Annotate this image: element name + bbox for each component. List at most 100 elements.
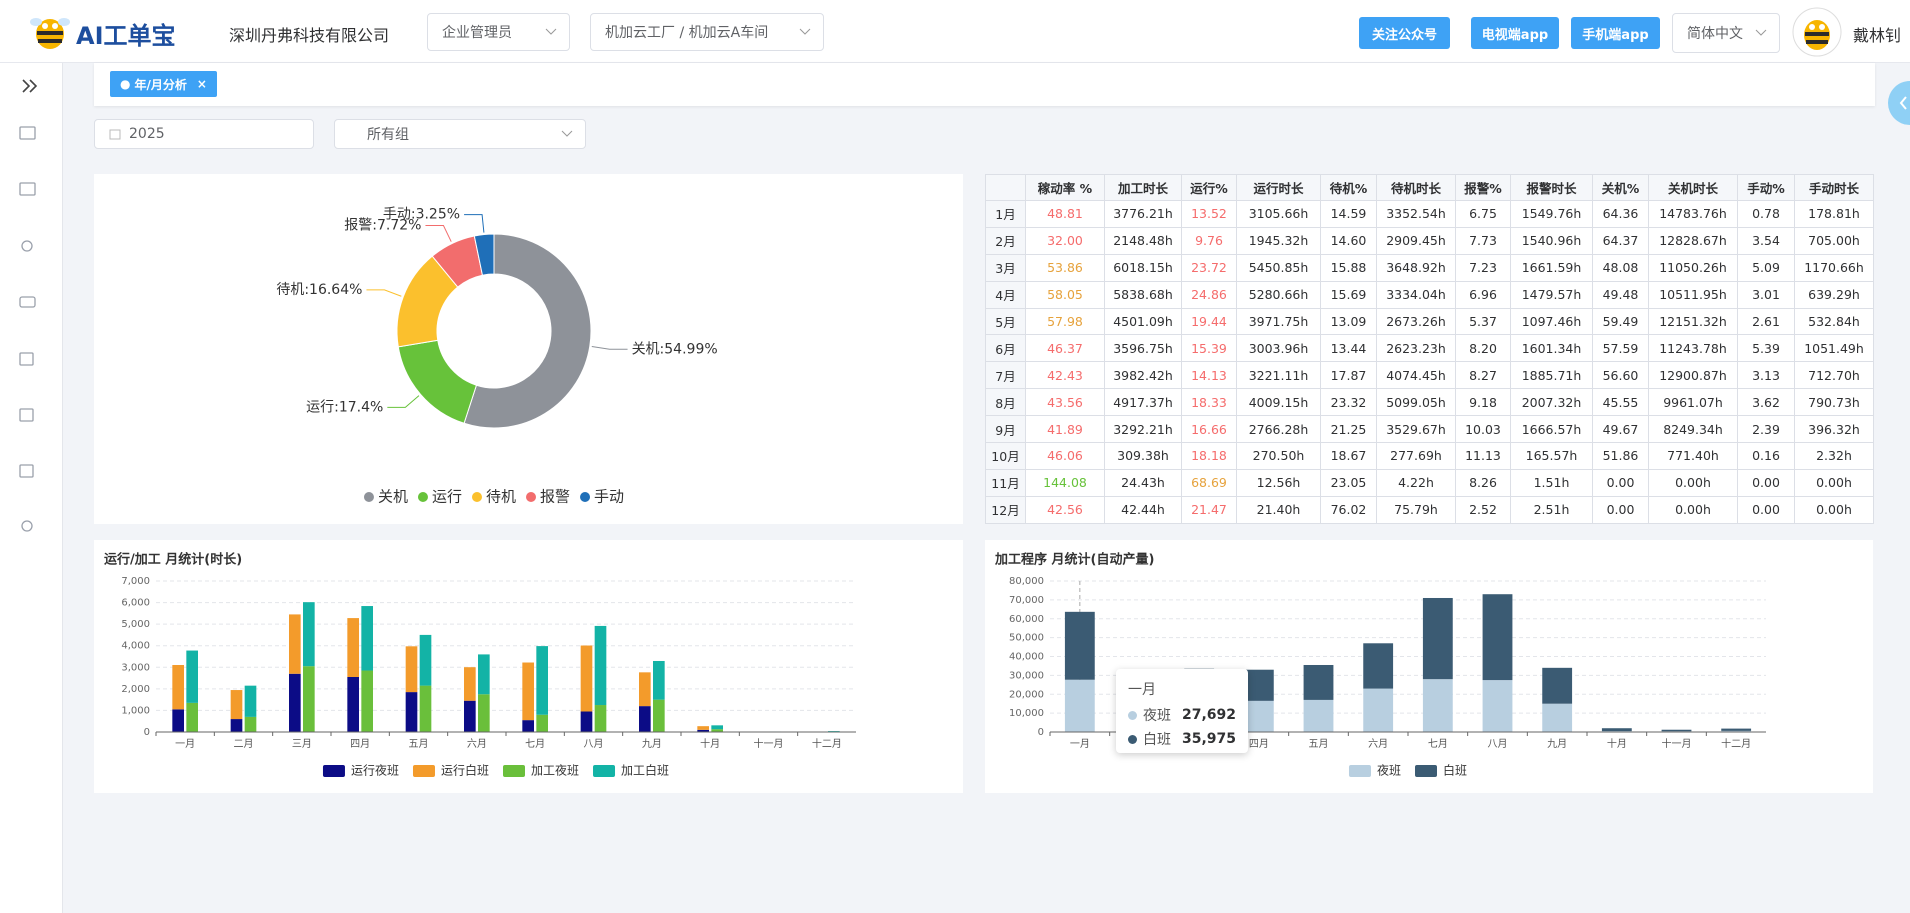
table-cell: 23.05: [1320, 468, 1377, 497]
row-header: 8月: [985, 388, 1026, 417]
group-select[interactable]: 所有组: [334, 119, 586, 149]
factory-select[interactable]: 机加云工厂 / 机加云A车间: [590, 13, 824, 51]
table-cell: 59.49: [1592, 307, 1649, 336]
table-cell: 790.73h: [1794, 388, 1874, 417]
leader-line: [464, 214, 485, 233]
year-text: 2025: [129, 126, 165, 142]
table-cell: 23.32: [1320, 388, 1377, 417]
table-cell: 178.81h: [1794, 200, 1874, 228]
language-select[interactable]: 简体中文: [1672, 13, 1780, 53]
legend-label: 夜班: [1377, 763, 1401, 778]
menu-icon[interactable]: [19, 464, 34, 478]
table-cell: 18.18: [1181, 442, 1237, 470]
tab[interactable]: ● 年/月分析 ×: [110, 71, 217, 97]
bar-segment: [478, 654, 490, 695]
table-cell: 8.20: [1455, 334, 1511, 363]
bar-segment: [1721, 730, 1752, 732]
menu-icon[interactable]: [19, 296, 36, 308]
table-cell: 4009.15h: [1236, 388, 1321, 417]
y-tick-label: 0: [144, 727, 150, 738]
bar-segment: [347, 618, 359, 677]
table-cell: 2673.26h: [1376, 307, 1456, 336]
row-header: 2月: [985, 226, 1026, 255]
avatar[interactable]: [1792, 7, 1842, 57]
tab-bar: ● 年/月分析 ×: [94, 63, 1875, 106]
expand-icon[interactable]: [22, 79, 38, 93]
follow-button[interactable]: 关注公众号: [1359, 17, 1450, 49]
bar-segment: [580, 711, 593, 732]
x-tick-label: 五月: [1309, 738, 1329, 750]
menu-icon[interactable]: [21, 240, 33, 252]
row-header: 10月: [985, 442, 1026, 470]
table-cell: 12900.87h: [1648, 361, 1738, 390]
bar-segment: [405, 646, 418, 693]
table-row: 9月 41.89 3292.21h 16.66 2766.28h 21.25 3529.67…: [985, 415, 1874, 444]
header: AI工单宝 深圳丹弗科技有限公司 企业管理员 机加云工厂 / 机加云A车间 关注…: [0, 0, 1910, 63]
menu-icon[interactable]: [21, 520, 33, 532]
table-cell: 13.09: [1320, 307, 1377, 336]
table-cell: 0.00: [1592, 468, 1649, 497]
bar-segment: [1064, 679, 1095, 732]
table-cell: 144.08: [1025, 468, 1105, 497]
legend-label: 运行夜班: [351, 763, 399, 778]
bar-segment: [653, 699, 665, 732]
table-cell: 4501.09h: [1104, 307, 1182, 336]
table-cell: 0.00: [1737, 468, 1795, 497]
bar-segment: [639, 706, 651, 732]
table-cell: 3596.75h: [1104, 334, 1182, 363]
table-cell: 5280.66h: [1236, 280, 1321, 309]
table-row: 10月 46.06 309.38h 18.18 270.50h 18.67 277.69h 1…: [985, 442, 1874, 470]
menu-icon[interactable]: [19, 182, 36, 196]
bar-segment: [1482, 594, 1513, 681]
table-cell: 2.61: [1737, 307, 1795, 336]
table-cell: 0.00: [1737, 495, 1795, 524]
table-cell: 1666.57h: [1510, 415, 1593, 444]
chevron: [1755, 29, 1767, 36]
year-picker[interactable]: 2025: [94, 119, 314, 149]
y-tick-label: 7,000: [121, 576, 150, 587]
bar-segment: [172, 709, 184, 732]
tv-app-button[interactable]: 电视端app: [1471, 17, 1559, 49]
table-cell: 2.39: [1737, 415, 1795, 444]
leader-line: [366, 289, 402, 297]
side-toggle[interactable]: [1887, 80, 1910, 126]
row-header: 12月: [985, 495, 1026, 524]
chevron: [561, 130, 573, 137]
x-tick-label: 一月: [175, 738, 195, 750]
legend-label: 运行白班: [441, 763, 489, 778]
table-cell: 277.69h: [1376, 442, 1456, 470]
legend-label: 加工白班: [621, 763, 669, 778]
menu-icon[interactable]: [19, 352, 34, 366]
table-cell: 43.56: [1025, 388, 1105, 417]
bar-segment: [1482, 680, 1513, 732]
table-cell: 57.98: [1025, 307, 1105, 336]
sidebar: [0, 63, 63, 913]
table-cell: 10.03: [1455, 415, 1511, 444]
table-cell: 76.02: [1320, 495, 1377, 524]
legend-swatch: [526, 492, 537, 502]
column-header: 待机%: [1320, 174, 1377, 201]
x-tick-label: 八月: [1488, 738, 1508, 750]
table-cell: 1885.71h: [1510, 361, 1593, 390]
x-tick-label: 七月: [525, 738, 545, 750]
y-tick-label: 50,000: [1009, 633, 1044, 644]
stats-table: 稼动率 % 加工时长 运行% 运行时长 待机% 待机时长 报警% 报警时长 关机% 关机时长 手动%…: [985, 174, 1874, 524]
y-tick-label: 20,000: [1009, 689, 1044, 700]
bar-segment: [230, 719, 243, 732]
table-cell: 14.13: [1181, 361, 1237, 390]
table-cell: 532.84h: [1794, 307, 1874, 336]
menu-icon[interactable]: [19, 408, 34, 422]
table-cell: 1661.59h: [1510, 253, 1593, 282]
mobile-app-button[interactable]: 手机端app: [1571, 17, 1660, 49]
menu-icon[interactable]: [19, 126, 36, 140]
bar-segment: [1243, 700, 1274, 732]
table-cell: 3982.42h: [1104, 361, 1182, 390]
chart-title: 运行/加工 月统计(时长): [104, 552, 242, 568]
table-cell: 58.05: [1025, 280, 1105, 309]
role-select[interactable]: 企业管理员: [427, 13, 570, 51]
table-cell: 1.51h: [1510, 468, 1593, 497]
table-cell: 0.78: [1737, 200, 1795, 228]
bar-segment: [580, 645, 593, 712]
table-row: 6月 46.37 3596.75h 15.39 3003.96h 13.44 2623.23…: [985, 334, 1874, 363]
